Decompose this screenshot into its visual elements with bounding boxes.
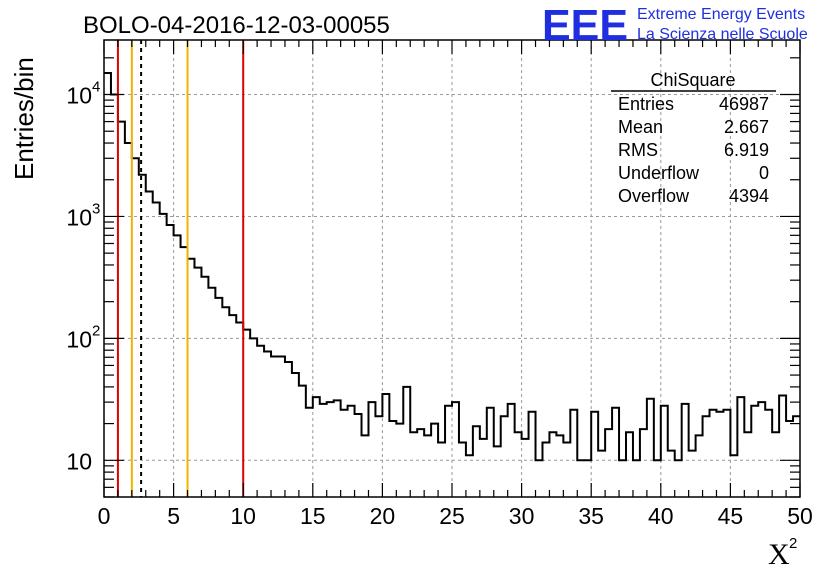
- x-axis-label: X: [768, 538, 790, 571]
- stats-label: RMS: [618, 140, 658, 160]
- stats-title: ChiSquare: [650, 70, 735, 90]
- chart-title: BOLO-04-2016-12-03-00055: [83, 12, 390, 39]
- eee-logo-line2: La Scienza nelle Scuole: [637, 26, 808, 43]
- stats-box: ChiSquare Entries 46987 Mean 2.667 RMS 6…: [611, 70, 776, 206]
- x-tick-label: 0: [98, 503, 111, 529]
- stats-label: Underflow: [618, 163, 700, 183]
- x-axis-label-superscript: 2: [789, 535, 797, 552]
- x-tick-label: 10: [230, 503, 256, 529]
- x-tick-label: 30: [509, 503, 535, 529]
- x-tick-label: 45: [718, 503, 744, 529]
- stats-value: 0: [759, 163, 769, 183]
- stats-value: 2.667: [724, 117, 769, 137]
- stats-label: Overflow: [618, 186, 690, 206]
- x-tick-label: 20: [370, 503, 396, 529]
- y-tick-label-exponent: 4: [92, 79, 100, 96]
- eee-logo-mark: EEE: [542, 1, 628, 50]
- cut-lines: [116, 40, 245, 497]
- y-tick-label: 10: [66, 448, 92, 474]
- stats-label: Entries: [618, 94, 674, 114]
- y-tick-label-exponent: 2: [92, 322, 100, 339]
- x-tick-label: 50: [787, 503, 813, 529]
- histogram-outline: [104, 72, 800, 462]
- y-axis-label: Entries/bin: [9, 57, 39, 180]
- x-tick-label: 35: [578, 503, 604, 529]
- x-tick-label: 40: [648, 503, 674, 529]
- x-tick-labels: 0 5 10 15 20 25 30 35 40 45 50: [98, 503, 813, 529]
- x-tick-label: 15: [300, 503, 326, 529]
- stats-label: Mean: [618, 117, 663, 137]
- x-tick-label: 25: [439, 503, 465, 529]
- y-tick-label: 10: [66, 326, 92, 352]
- stats-value: 46987: [719, 94, 769, 114]
- eee-logo-line1: Extreme Energy Events: [637, 6, 805, 23]
- y-tick-label: 10: [66, 83, 92, 109]
- axis-ticks: [103, 40, 801, 498]
- y-tick-label-exponent: 3: [92, 200, 100, 217]
- grid-lines: [104, 40, 800, 497]
- eee-logo: EEE Extreme Energy Events La Scienza nel…: [542, 1, 808, 50]
- x-tick-label: 5: [167, 503, 180, 529]
- stats-value: 4394: [729, 186, 769, 206]
- histogram: [104, 72, 800, 462]
- stats-value: 6.919: [724, 140, 769, 160]
- y-tick-label: 10: [66, 204, 92, 230]
